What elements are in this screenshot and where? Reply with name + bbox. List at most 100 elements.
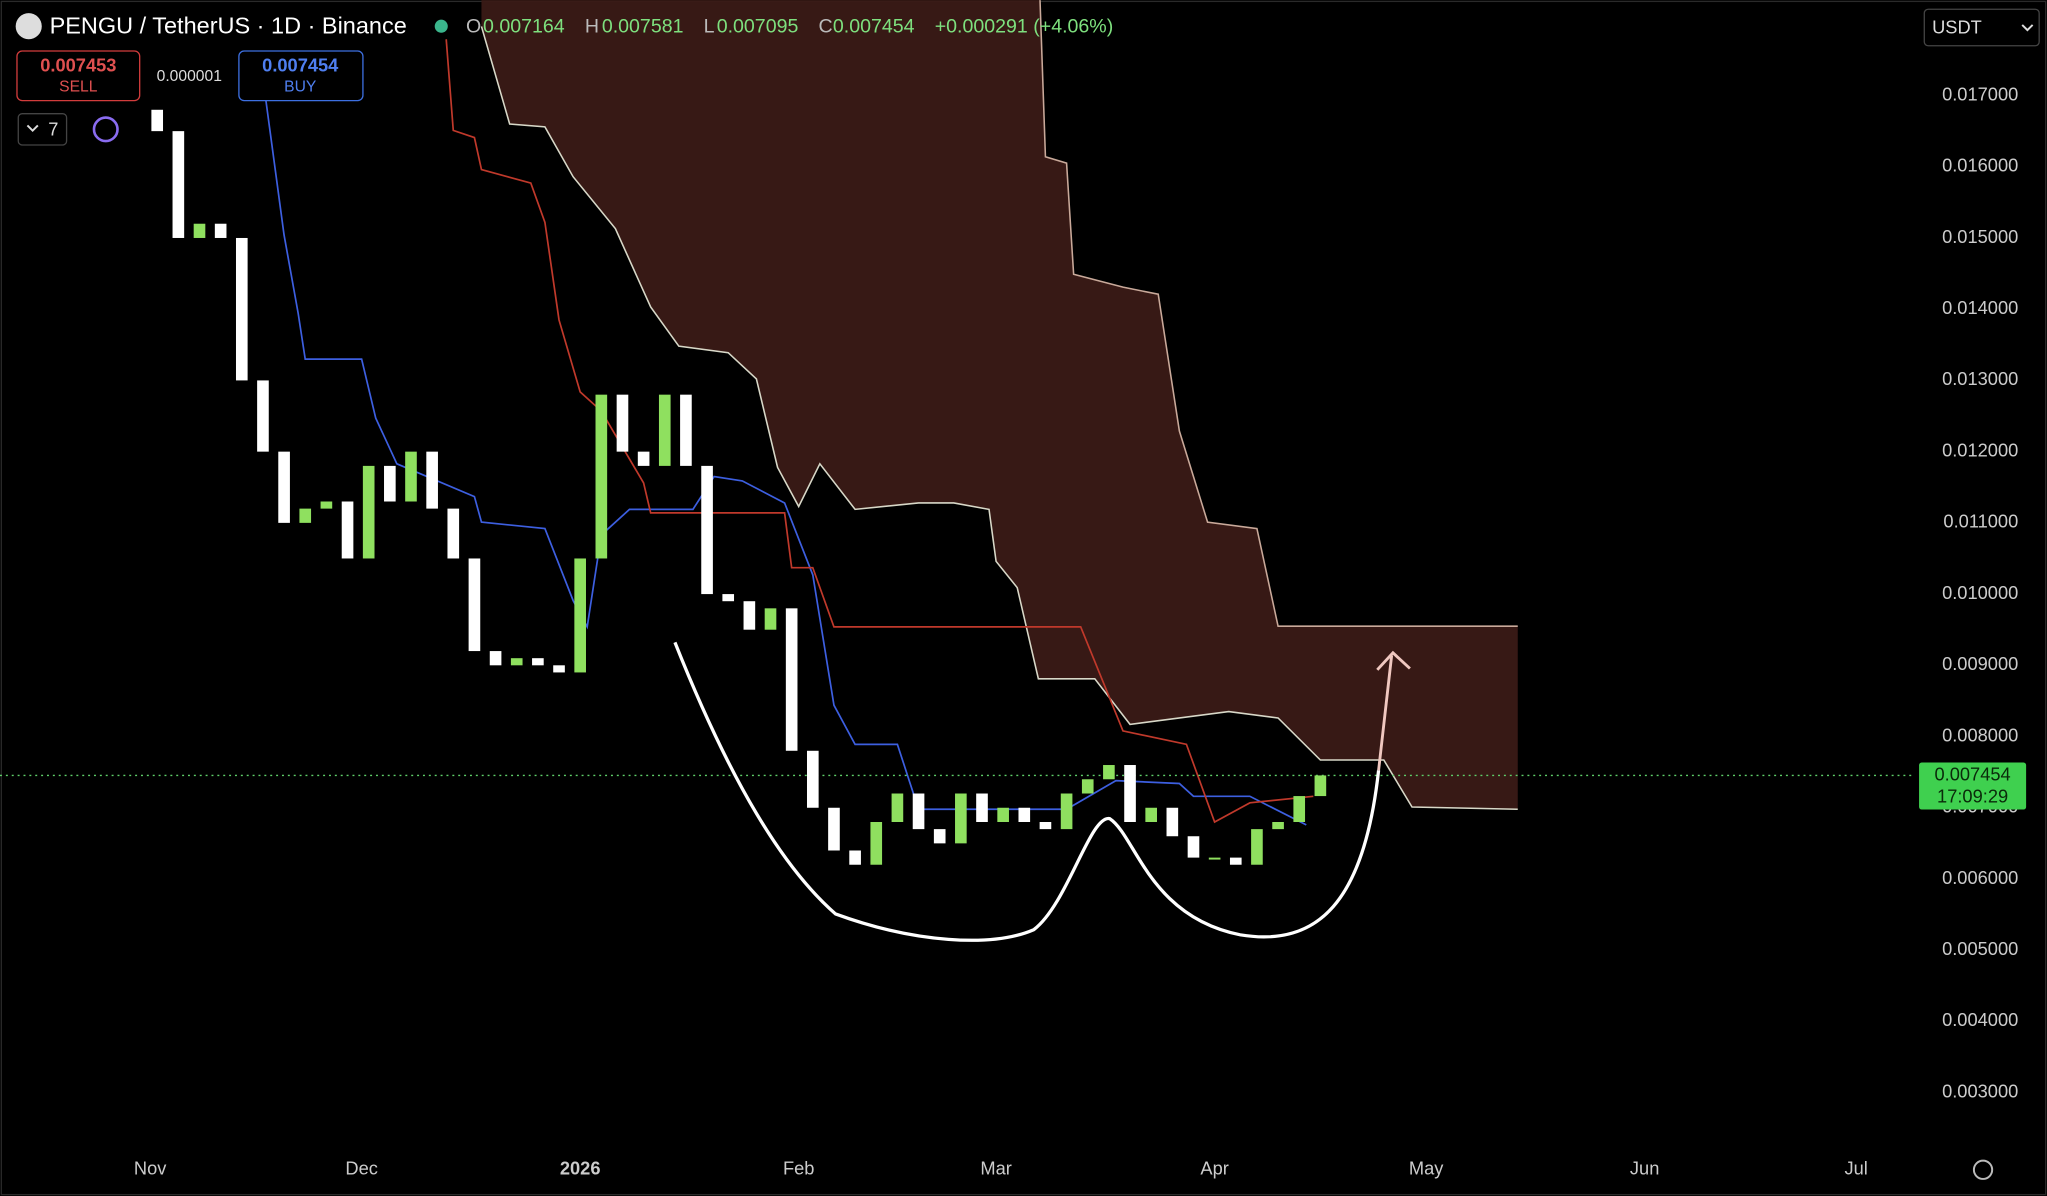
candle xyxy=(1293,796,1306,823)
y-tick-label: 0.006000 xyxy=(1942,867,2018,888)
y-tick-label: 0.015000 xyxy=(1942,226,2018,247)
y-tick-label: 0.008000 xyxy=(1942,724,2018,745)
refresh-icon[interactable] xyxy=(92,116,119,143)
y-tick-label: 0.014000 xyxy=(1942,297,2018,318)
chevron[interactable] xyxy=(2021,24,2034,32)
y-tick-label: 0.012000 xyxy=(1942,439,2018,460)
x-tick-label: May xyxy=(1409,1158,1444,1179)
candle xyxy=(785,608,798,751)
c-label: C xyxy=(819,16,833,38)
x-tick-label: 2026 xyxy=(560,1158,601,1179)
y-tick-label: 0.013000 xyxy=(1942,368,2018,389)
h-label: H xyxy=(585,16,599,38)
candle xyxy=(1145,807,1158,823)
x-tick-label: Apr xyxy=(1200,1158,1228,1179)
candle xyxy=(299,508,312,523)
candle xyxy=(912,793,925,830)
x-tick-label: Jul xyxy=(1844,1158,1867,1179)
sell-price[interactable]: 0.007453 xyxy=(40,54,116,75)
candle xyxy=(341,501,354,559)
buy-label[interactable]: BUY xyxy=(284,79,317,96)
price-label: 0.007454 xyxy=(1934,763,2010,784)
candle xyxy=(806,750,819,808)
candle xyxy=(701,465,713,595)
buy-button[interactable]: 0.007454 BUY xyxy=(238,50,364,102)
candle xyxy=(384,465,396,502)
candle xyxy=(680,394,692,466)
price-label-box xyxy=(1919,762,2027,810)
symbol-logo xyxy=(15,13,42,40)
buy-price[interactable]: 0.007454 xyxy=(262,54,339,75)
y-tick-label: 0.016000 xyxy=(1942,155,2018,176)
currency-box[interactable] xyxy=(1923,8,2040,47)
x-tick-label: Jun xyxy=(1630,1158,1659,1179)
candle xyxy=(574,558,586,673)
candle xyxy=(976,793,988,823)
candle xyxy=(362,465,375,559)
plot-area xyxy=(0,0,1913,865)
indicator-count[interactable]: 7 xyxy=(48,118,58,139)
y-tick-label: 0.010000 xyxy=(1942,582,2018,603)
candle xyxy=(1166,807,1179,837)
candle xyxy=(891,793,904,823)
sell-label[interactable]: SELL xyxy=(59,79,98,96)
y-tick-label: 0.011000 xyxy=(1943,511,2018,532)
y-tick-label: 0.009000 xyxy=(1942,653,2018,674)
candle xyxy=(1208,857,1221,860)
candle xyxy=(532,658,544,666)
indicator-line xyxy=(262,78,1307,826)
symbol: PENGU / TetherUS · 1D · Binance xyxy=(50,13,407,39)
close-value: 0.007454 xyxy=(833,16,915,38)
drawn-arrow xyxy=(1376,650,1411,771)
chevron[interactable] xyxy=(26,124,39,133)
candle xyxy=(1081,779,1094,794)
candle xyxy=(447,508,460,559)
indicator-box[interactable] xyxy=(17,113,68,146)
y-tick-label: 0.005000 xyxy=(1942,938,2018,959)
l-label: L xyxy=(704,16,715,38)
candle xyxy=(405,451,417,502)
candle xyxy=(278,451,290,523)
low-value: 0.007095 xyxy=(717,16,799,38)
candle xyxy=(849,850,861,865)
open-value: 0.007164 xyxy=(483,16,565,38)
candle xyxy=(658,394,671,466)
candle xyxy=(172,131,185,238)
candle xyxy=(1229,857,1242,865)
currency[interactable]: USDT xyxy=(1932,17,1982,38)
candle xyxy=(489,651,502,666)
candle xyxy=(722,594,735,602)
currency-select[interactable]: USDT xyxy=(1923,8,2040,47)
candle xyxy=(1187,836,1200,858)
sell-box[interactable] xyxy=(16,50,141,102)
indicator-toggle[interactable]: 7 xyxy=(17,113,68,146)
buy-box[interactable] xyxy=(238,50,364,102)
candle xyxy=(828,807,840,851)
candle xyxy=(1314,775,1327,797)
candle xyxy=(510,658,523,666)
candle xyxy=(1124,765,1136,823)
candle xyxy=(1060,793,1073,830)
sell-button[interactable]: 0.007453 SELL xyxy=(16,50,141,102)
settings-icon[interactable] xyxy=(1972,1159,1994,1180)
candle xyxy=(997,807,1009,823)
indicator-line xyxy=(445,39,1314,824)
candle xyxy=(553,665,565,673)
candle xyxy=(637,451,650,466)
x-tick-label: Nov xyxy=(134,1158,167,1179)
x-tick-label: Feb xyxy=(783,1158,814,1179)
cloud-lower xyxy=(480,26,1518,811)
status-dot xyxy=(434,19,448,33)
y-tick-label: 0.003000 xyxy=(1942,1080,2018,1101)
candle xyxy=(235,237,248,381)
candle xyxy=(468,558,481,652)
y-tick-label: 0.004000 xyxy=(1942,1009,2018,1030)
candle xyxy=(743,601,756,630)
cloud-upper xyxy=(1039,0,1518,627)
candle xyxy=(1039,822,1052,830)
cloud xyxy=(481,0,1518,810)
drawn-curve xyxy=(673,641,1381,942)
countdown: 17:09:29 xyxy=(1937,786,2008,807)
x-tick-label: Dec xyxy=(345,1158,377,1179)
